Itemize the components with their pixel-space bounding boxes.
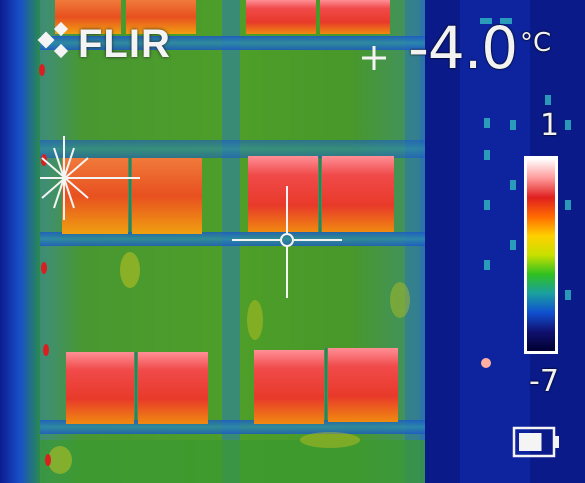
hotspot-marker-icon	[40, 136, 140, 220]
spot-meter-icon	[232, 186, 342, 298]
lower-wall	[40, 440, 425, 483]
window	[62, 158, 128, 234]
floor-band	[40, 140, 425, 158]
color-scale-gradient	[527, 159, 555, 351]
temperature-unit: °C	[520, 28, 552, 58]
neighbor-windows	[480, 18, 571, 300]
brand-logo-text: FLIR	[78, 22, 171, 66]
floor-band	[40, 36, 425, 50]
neighbor-hotspot	[481, 358, 491, 368]
left-edge	[0, 0, 40, 483]
window	[66, 352, 134, 424]
left-edge-hotspots	[39, 64, 51, 466]
window	[132, 158, 202, 234]
battery-level	[519, 433, 542, 451]
battery-icon	[512, 426, 559, 458]
window	[248, 156, 318, 232]
window	[246, 0, 316, 34]
scale-max-label: 1	[540, 108, 560, 143]
window	[126, 0, 196, 34]
window	[322, 156, 394, 232]
adjacent-building-face	[460, 0, 530, 483]
color-scale	[524, 156, 558, 354]
scale-min-label: -7	[529, 364, 559, 399]
window	[138, 352, 208, 424]
window	[320, 0, 390, 34]
window	[328, 348, 398, 422]
measurement-cross-icon	[362, 46, 386, 70]
temperature-reading: -4.0	[408, 14, 518, 82]
window	[254, 350, 324, 424]
